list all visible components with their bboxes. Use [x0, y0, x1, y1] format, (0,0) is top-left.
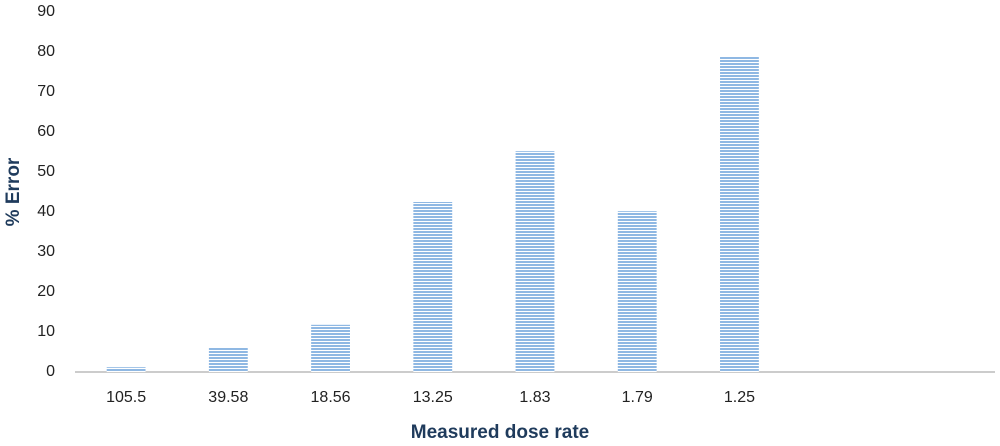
- y-tick-label: 50: [37, 163, 55, 180]
- bar: [413, 202, 453, 372]
- bar: [515, 151, 555, 372]
- bar: [720, 56, 759, 372]
- y-tick-label: 90: [37, 3, 55, 20]
- y-tick-label: 70: [37, 83, 55, 100]
- y-tick-label: 30: [37, 243, 55, 260]
- y-tick-label: 80: [37, 43, 55, 60]
- bar: [106, 367, 146, 372]
- y-tick-label: 10: [37, 323, 55, 340]
- bar: [311, 324, 350, 372]
- x-tick-label: 105.5: [106, 389, 146, 406]
- x-tick-label: 39.58: [208, 389, 248, 406]
- y-tick-label: 0: [46, 363, 55, 380]
- y-tick-label: 20: [37, 283, 55, 300]
- x-tick-label: 1.83: [519, 389, 550, 406]
- x-tick-label: 1.79: [622, 389, 653, 406]
- y-tick-label: 60: [37, 123, 55, 140]
- bar: [208, 348, 248, 372]
- y-axis-title: % Error: [3, 157, 24, 226]
- x-axis-title: Measured dose rate: [411, 422, 589, 443]
- y-tick-label: 40: [37, 203, 55, 220]
- x-tick-label: 1.25: [724, 389, 755, 406]
- x-tick-label: 13.25: [413, 389, 453, 406]
- bar: [617, 211, 657, 372]
- x-tick-label: 18.56: [311, 389, 351, 406]
